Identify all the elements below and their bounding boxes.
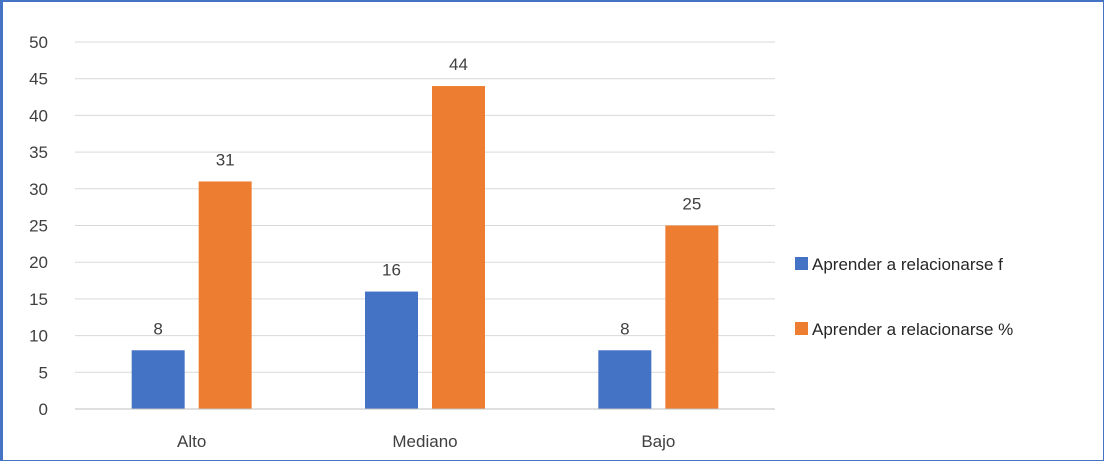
data-label: 8 (620, 319, 629, 338)
y-tick-label: 0 (39, 400, 48, 419)
bar (131, 350, 185, 409)
bar (365, 291, 418, 409)
bar (665, 225, 719, 409)
legend-swatch (795, 257, 808, 270)
y-tick-label: 40 (29, 106, 48, 125)
data-label: 44 (449, 55, 468, 74)
y-tick-label: 35 (29, 143, 48, 162)
x-tick-label: Bajo (641, 432, 675, 451)
legend-swatch (795, 322, 808, 335)
y-tick-label: 20 (29, 253, 48, 272)
y-tick-label: 45 (29, 70, 48, 89)
legend-label: Aprender a relacionarse f (812, 255, 1003, 274)
y-tick-label: 25 (29, 217, 48, 236)
x-tick-label: Mediano (392, 432, 457, 451)
y-tick-label: 5 (39, 363, 48, 382)
y-tick-label: 50 (29, 33, 48, 52)
legend-label: Aprender a relacionarse % (812, 320, 1013, 339)
bar (198, 181, 252, 409)
data-label: 16 (382, 261, 401, 280)
data-label: 8 (153, 319, 162, 338)
data-label: 31 (216, 150, 235, 169)
bar (432, 86, 485, 409)
y-tick-label: 10 (29, 327, 48, 346)
bar (598, 350, 652, 409)
data-label: 25 (682, 195, 701, 214)
y-tick-label: 30 (29, 180, 48, 199)
x-tick-label: Alto (177, 432, 206, 451)
y-tick-label: 15 (29, 290, 48, 309)
